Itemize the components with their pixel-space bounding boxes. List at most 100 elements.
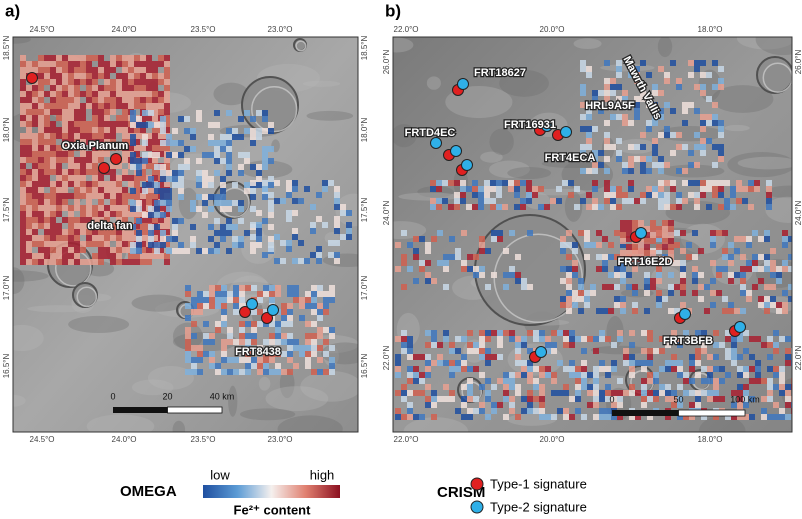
spectral-pixel (251, 357, 257, 363)
spectral-pixel (32, 259, 38, 265)
spectral-pixel (473, 348, 479, 354)
spectral-pixel (614, 230, 620, 236)
spectral-pixel (92, 205, 98, 211)
spectral-pixel (686, 254, 692, 260)
spectral-pixel (755, 378, 761, 384)
spectral-pixel (413, 278, 419, 284)
spectral-pixel (689, 360, 695, 366)
spectral-pixel (146, 247, 152, 253)
spectral-pixel (497, 342, 503, 348)
spectral-pixel (395, 390, 401, 396)
spectral-pixel (719, 378, 725, 384)
spectral-pixel (50, 199, 56, 205)
spectral-pixel (274, 234, 280, 240)
spectral-pixel (104, 121, 110, 127)
spectral-pixel (592, 186, 598, 192)
spectral-pixel (668, 308, 674, 314)
spectral-pixel (98, 157, 104, 163)
spectral-pixel (641, 378, 647, 384)
spectral-pixel (148, 212, 154, 218)
spectral-pixel (104, 193, 110, 199)
spectral-pixel (20, 253, 26, 259)
spectral-pixel (425, 342, 431, 348)
spectral-pixel (623, 390, 629, 396)
spectral-pixel (461, 336, 467, 342)
spectral-pixel (782, 302, 788, 308)
spectral-pixel (92, 157, 98, 163)
spectral-pixel (694, 108, 700, 114)
spectral-pixel (164, 127, 170, 133)
spectral-pixel (626, 284, 632, 290)
spectral-pixel (725, 372, 731, 378)
spectral-pixel (50, 103, 56, 109)
spectral-pixel (292, 186, 298, 192)
spectral-pixel (581, 366, 587, 372)
spectral-pixel (98, 109, 104, 115)
spectral-pixel (632, 290, 638, 296)
spectral-pixel (233, 303, 239, 309)
spectral-pixel (620, 232, 626, 238)
spectral-pixel (323, 339, 329, 345)
spectral-pixel (602, 236, 608, 242)
spectral-pixel (620, 256, 626, 262)
spectral-pixel (581, 336, 587, 342)
spectral-pixel (178, 218, 184, 224)
spectral-pixel (92, 181, 98, 187)
spectral-pixel (92, 67, 98, 73)
spectral-pixel (584, 290, 590, 296)
spectral-pixel (641, 330, 647, 336)
spectral-pixel (86, 91, 92, 97)
spectral-pixel (664, 180, 670, 186)
spectral-pixel (104, 139, 110, 145)
spectral-pixel (140, 61, 146, 67)
spectral-pixel (196, 182, 202, 188)
spectral-pixel (274, 198, 280, 204)
spectral-pixel (305, 351, 311, 357)
spectral-pixel (220, 194, 226, 200)
spectral-pixel (130, 200, 136, 206)
spectral-pixel (646, 156, 652, 162)
spectral-pixel (256, 210, 262, 216)
spectral-pixel (44, 223, 50, 229)
spectral-pixel (197, 291, 203, 297)
spectral-pixel (566, 284, 572, 290)
spectral-pixel (232, 134, 238, 140)
spectral-pixel (26, 91, 32, 97)
signature-marker (246, 298, 258, 310)
spectral-pixel (640, 96, 646, 102)
spectral-pixel (521, 408, 527, 414)
spectral-pixel (521, 336, 527, 342)
spectral-pixel (689, 390, 695, 396)
spectral-pixel (226, 164, 232, 170)
spectral-pixel (665, 360, 671, 366)
spectral-pixel (701, 330, 707, 336)
spectral-pixel (527, 402, 533, 408)
spectral-pixel (269, 369, 275, 375)
spectral-pixel (311, 351, 317, 357)
spectral-pixel (110, 55, 116, 61)
spectral-pixel (269, 291, 275, 297)
lat-tick-label: 26.0°N (794, 50, 802, 75)
spectral-pixel (586, 168, 592, 174)
spectral-pixel (472, 192, 478, 198)
spectral-pixel (718, 156, 724, 162)
spectral-pixel (407, 348, 413, 354)
spectral-pixel (220, 176, 226, 182)
crater (72, 282, 98, 308)
spectral-pixel (670, 186, 676, 192)
spectral-pixel (466, 186, 472, 192)
spectral-pixel (490, 198, 496, 204)
spectral-pixel (437, 260, 443, 266)
spectral-pixel (80, 169, 86, 175)
spectral-pixel (92, 97, 98, 103)
spectral-pixel (514, 180, 520, 186)
spectral-pixel (215, 303, 221, 309)
spectral-pixel (773, 330, 779, 336)
spectral-pixel (695, 396, 701, 402)
spectral-pixel (38, 97, 44, 103)
spectral-pixel (262, 152, 268, 158)
spectral-pixel (293, 291, 299, 297)
spectral-pixel (86, 187, 92, 193)
spectral-pixel (688, 180, 694, 186)
spectral-pixel (209, 357, 215, 363)
